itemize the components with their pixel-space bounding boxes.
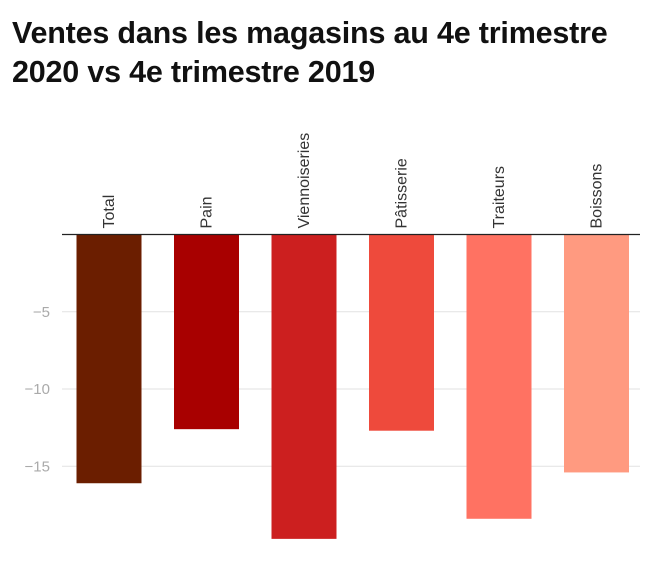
- bar-pain: [174, 234, 239, 430]
- y-tick-label: −5: [33, 304, 50, 321]
- category-label: Total: [101, 195, 118, 229]
- category-label: Traiteurs: [491, 166, 508, 229]
- y-tick-label: −10: [25, 381, 50, 398]
- bar-total: [76, 234, 142, 484]
- category-label: Boissons: [589, 164, 606, 229]
- category-label: Pâtisserie: [394, 158, 411, 228]
- bar-viennoiseries: [271, 234, 337, 539]
- category-labels: Total Pain Viennoiseries Pâtisserie Traiteur…: [101, 133, 606, 229]
- y-tick-label: −15: [25, 458, 50, 475]
- category-label: Pain: [199, 196, 216, 228]
- gridlines: [62, 311, 640, 467]
- bar-patisserie: [369, 234, 434, 431]
- bar-traiteurs: [466, 234, 532, 519]
- bars: [76, 234, 629, 539]
- bar-boissons: [564, 234, 629, 473]
- category-label: Viennoiseries: [296, 133, 313, 229]
- chart-title: Ventes dans les magasins au 4e trimestre…: [12, 16, 608, 89]
- y-tick-labels: −5 −10 −15: [25, 304, 50, 476]
